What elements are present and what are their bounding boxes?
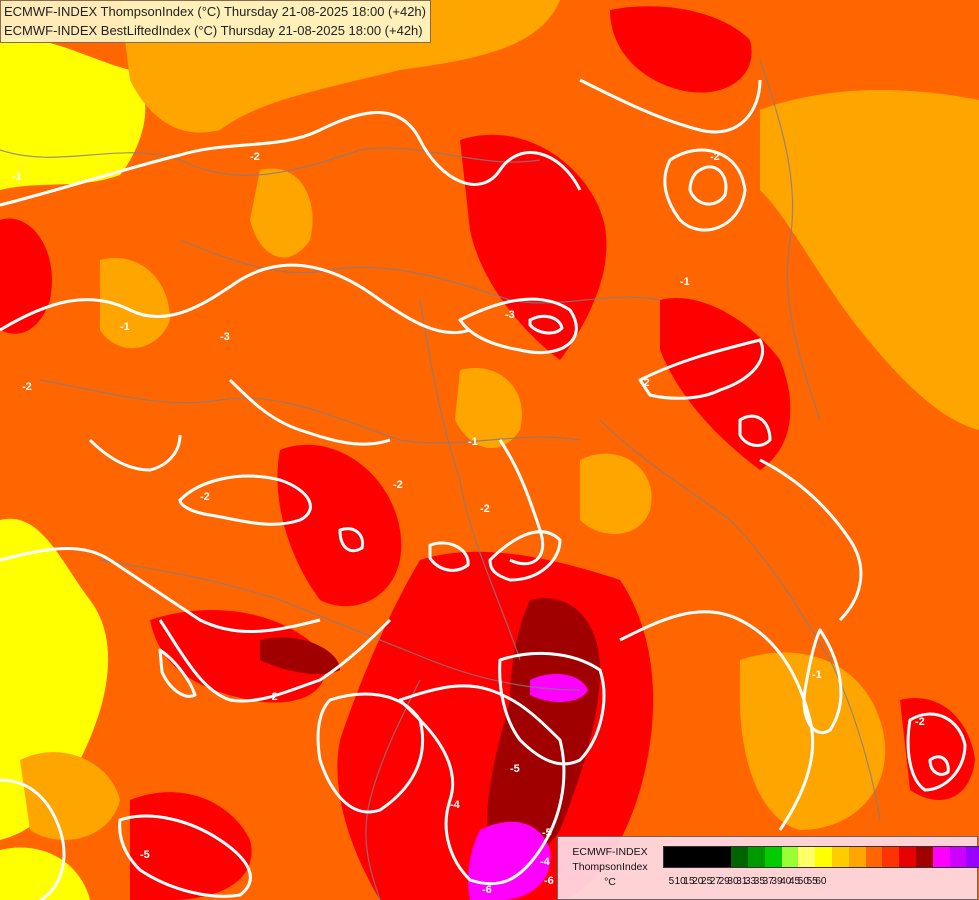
legend-tick-label: 50 (797, 876, 809, 887)
map-title-box: ECMWF-INDEX ThompsonIndex (°C) Thursday … (0, 0, 431, 43)
country-borders (0, 59, 881, 900)
contour-label: -2 (22, 381, 32, 393)
red-region-southwest (150, 610, 326, 703)
legend-swatch (932, 847, 950, 867)
contour-label: -4 (540, 856, 551, 868)
amber-region-center (455, 368, 522, 449)
legend-tick-label: 55 (806, 876, 818, 887)
contour-label: -1 (468, 436, 478, 448)
color-legend: ECMWF-INDEX ThompsonIndex °C 5 10 15 20 25 27… (557, 836, 979, 900)
contour-label: -2 (393, 479, 403, 491)
legend-swatch (781, 847, 799, 867)
yellow-region-northwest (0, 37, 146, 190)
legend-tick-label: 5 (668, 876, 675, 887)
legend-tick-label: 60 (815, 876, 827, 887)
magenta-region-1 (530, 674, 588, 702)
legend-tick-label: 20 (692, 876, 704, 887)
contour-label: -2 (200, 491, 210, 503)
title-thompson-index: ECMWF-INDEX ThompsonIndex (°C) Thursday … (4, 4, 426, 19)
legend-swatch (697, 847, 715, 867)
contour-label: -6 (482, 884, 492, 896)
legend-swatch (764, 847, 782, 867)
legend-swatch (714, 847, 732, 867)
contour-label: -2 (268, 691, 278, 703)
legend-tick-label: 37 (762, 876, 774, 887)
legend-tick-label: 40 (780, 876, 792, 887)
contour-label: -2 (480, 503, 490, 515)
legend-swatch (798, 847, 816, 867)
legend-title: ECMWF-INDEX ThompsonIndex °C (562, 845, 658, 890)
amber-region-northeast (760, 90, 979, 430)
amber-region-far-southwest (20, 752, 120, 840)
legend-swatch (915, 847, 933, 867)
legend-tick-label: 30 (727, 876, 739, 887)
red-region-north-center (460, 134, 607, 360)
yellow-region-southwest (0, 847, 90, 900)
contour-label: -1 (680, 276, 690, 288)
red-region-center-west (277, 444, 402, 607)
legend-swatch (949, 847, 967, 867)
contour-label: -5 (510, 763, 520, 775)
legend-swatch (731, 847, 748, 867)
legend-tick-label: 29 (718, 876, 730, 887)
darkred-region-west (260, 637, 340, 675)
red-region-west (0, 218, 52, 334)
legend-tick-label: 15 (683, 876, 695, 887)
legend-swatch (680, 847, 698, 867)
contour-label: -5 (542, 827, 552, 839)
contour-label: -3 (220, 331, 230, 343)
red-region-south-left (130, 792, 252, 900)
legend-title-line2: ThompsonIndex (572, 861, 648, 873)
contour-label: -2 (250, 151, 260, 163)
legend-tick-label: 45 (788, 876, 801, 887)
legend-title-line1: ECMWF-INDEX (572, 846, 648, 858)
legend-tick-label: 10 (674, 876, 686, 887)
legend-swatch (865, 847, 883, 867)
legend-ticks: 5 10 15 20 25 27 29 30 31 33 35 37 39 40 45 50 55 60 (663, 876, 829, 887)
legend-tick-label: 39 (771, 876, 783, 887)
contour-label: -1 (12, 171, 22, 183)
contour-label: -1 (120, 321, 130, 333)
amber-region-center-north (250, 168, 313, 258)
contour-label: -1 (812, 669, 822, 681)
contour-label: -2 (915, 716, 925, 728)
legend-swatch (815, 847, 832, 867)
amber-region-left (100, 258, 170, 349)
legend-swatch (848, 847, 866, 867)
red-region-north (610, 6, 752, 93)
contour-label: -3 (505, 309, 515, 321)
legend-tick-label: 35 (753, 876, 765, 887)
legend-swatch (831, 847, 849, 867)
legend-swatch (747, 847, 765, 867)
title-best-lifted-index: ECMWF-INDEX BestLiftedIndex (°C) Thursda… (4, 23, 423, 38)
legend-tick-label: 27 (709, 876, 721, 887)
legend-swatch (966, 847, 979, 867)
contour-label: -4 (450, 799, 461, 811)
legend-swatch (899, 847, 916, 867)
contour-label: -2 (640, 377, 650, 389)
contour-label: -2 (710, 151, 720, 163)
lifted-index-contours (0, 78, 967, 900)
legend-tick-label: 25 (701, 876, 713, 887)
legend-swatch (664, 847, 681, 867)
darkred-region-south (487, 598, 600, 861)
contour-label: -6 (544, 875, 554, 887)
amber-region-east-center (580, 453, 652, 534)
contour-label: -5 (140, 849, 150, 861)
contour-labels: -2 -2 -3 -3 -2 -1 -2 -2 -2 -1 -2 -1 -2 -… (12, 151, 925, 896)
magenta-region-2 (468, 821, 551, 900)
legend-tick-label: 33 (745, 876, 757, 887)
legend-tick-label: 31 (736, 876, 748, 887)
legend-title-unit: °C (604, 876, 616, 888)
legend-swatch (882, 847, 900, 867)
legend-swatches (663, 846, 979, 868)
